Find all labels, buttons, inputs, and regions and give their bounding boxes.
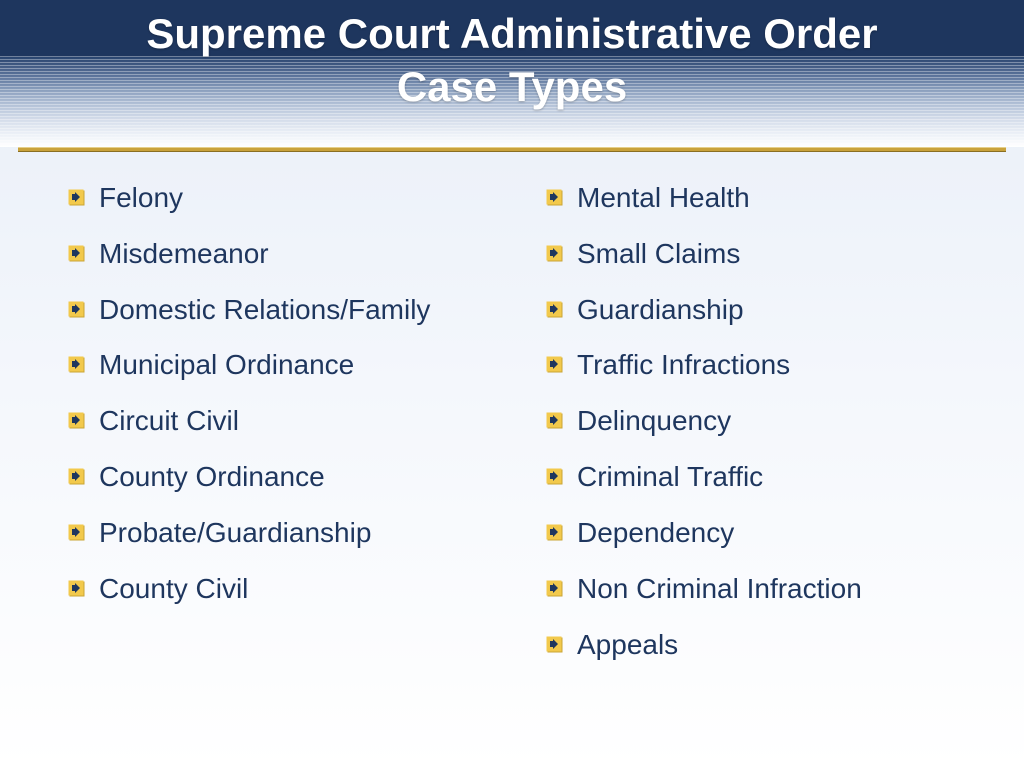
list-item: Misdemeanor (68, 236, 506, 272)
list-item-label: Mental Health (577, 180, 984, 216)
slide-header: Supreme Court Administrative Order Case … (0, 0, 1024, 147)
arrow-bullet-icon (546, 189, 563, 206)
arrow-bullet-icon (68, 524, 85, 541)
list-item: Appeals (546, 627, 984, 663)
right-column: Mental Health Small Claims Guardianship … (546, 180, 984, 748)
list-item: Delinquency (546, 403, 984, 439)
arrow-bullet-icon (546, 301, 563, 318)
list-item: Traffic Infractions (546, 347, 984, 383)
slide-body: Felony Misdemeanor Domestic Relations/Fa… (0, 152, 1024, 768)
list-item-label: Guardianship (577, 292, 984, 328)
list-item-label: Municipal Ordinance (99, 347, 506, 383)
list-item-label: Criminal Traffic (577, 459, 984, 495)
list-item-label: Misdemeanor (99, 236, 506, 272)
arrow-bullet-icon (68, 245, 85, 262)
title-line-2: Case Types (397, 63, 627, 110)
arrow-bullet-icon (546, 580, 563, 597)
list-item-label: Circuit Civil (99, 403, 506, 439)
arrow-bullet-icon (546, 468, 563, 485)
list-item: Mental Health (546, 180, 984, 216)
list-item-label: Domestic Relations/Family (99, 292, 506, 328)
list-item-label: County Ordinance (99, 459, 506, 495)
list-item: Circuit Civil (68, 403, 506, 439)
arrow-bullet-icon (68, 356, 85, 373)
list-item: Small Claims (546, 236, 984, 272)
case-type-list-right: Mental Health Small Claims Guardianship … (546, 180, 984, 662)
left-column: Felony Misdemeanor Domestic Relations/Fa… (68, 180, 506, 748)
list-item-label: Delinquency (577, 403, 984, 439)
list-item: County Ordinance (68, 459, 506, 495)
arrow-bullet-icon (546, 524, 563, 541)
list-item: Criminal Traffic (546, 459, 984, 495)
list-item-label: Small Claims (577, 236, 984, 272)
list-item: Domestic Relations/Family (68, 292, 506, 328)
list-item: Dependency (546, 515, 984, 551)
arrow-bullet-icon (546, 245, 563, 262)
title-line-1: Supreme Court Administrative Order (146, 10, 877, 57)
list-item: County Civil (68, 571, 506, 607)
list-item-label: Felony (99, 180, 506, 216)
arrow-bullet-icon (68, 189, 85, 206)
arrow-bullet-icon (546, 356, 563, 373)
arrow-bullet-icon (546, 636, 563, 653)
list-item: Probate/Guardianship (68, 515, 506, 551)
list-item: Guardianship (546, 292, 984, 328)
arrow-bullet-icon (68, 301, 85, 318)
list-item-label: Non Criminal Infraction (577, 571, 984, 607)
list-item-label: Probate/Guardianship (99, 515, 506, 551)
arrow-bullet-icon (68, 580, 85, 597)
slide: Supreme Court Administrative Order Case … (0, 0, 1024, 768)
list-item: Felony (68, 180, 506, 216)
list-item: Municipal Ordinance (68, 347, 506, 383)
list-item-label: Appeals (577, 627, 984, 663)
arrow-bullet-icon (68, 468, 85, 485)
list-item-label: County Civil (99, 571, 506, 607)
list-item-label: Dependency (577, 515, 984, 551)
slide-title: Supreme Court Administrative Order Case … (0, 0, 1024, 147)
case-type-list-left: Felony Misdemeanor Domestic Relations/Fa… (68, 180, 506, 607)
arrow-bullet-icon (546, 412, 563, 429)
arrow-bullet-icon (68, 412, 85, 429)
list-item: Non Criminal Infraction (546, 571, 984, 607)
list-item-label: Traffic Infractions (577, 347, 984, 383)
